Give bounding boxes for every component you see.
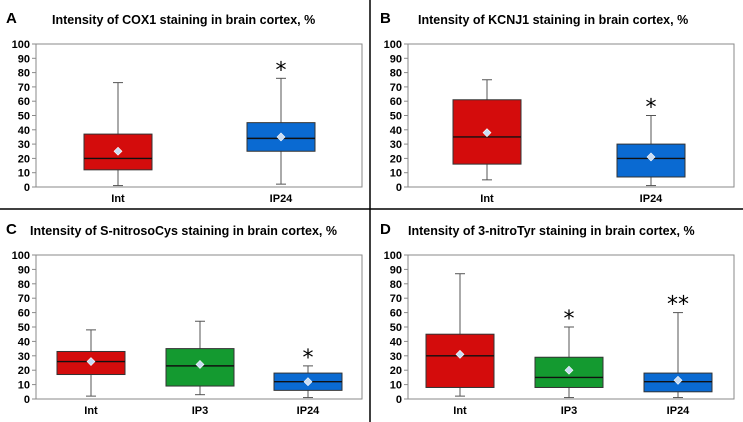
mean-marker: [195, 360, 205, 369]
significance-label: **: [667, 293, 689, 318]
y-tick-label: 80: [390, 279, 402, 291]
mean-marker: [673, 375, 683, 385]
y-tick-label: 80: [18, 279, 30, 291]
mean-marker: [276, 132, 286, 142]
panel-title: Intensity of S-nitrosoCys staining in br…: [30, 224, 337, 238]
y-tick-label: 20: [18, 153, 30, 165]
y-tick-label: 20: [390, 153, 402, 165]
panel-title: Intensity of 3-nitroTyr staining in brai…: [408, 224, 695, 238]
box-int: Int: [425, 273, 495, 417]
y-tick-label: 60: [390, 308, 402, 320]
box-ip3: IP3: [165, 320, 235, 417]
y-tick-label: 40: [18, 336, 30, 348]
y-tick-label: 10: [18, 168, 30, 180]
y-tick-label: 30: [18, 351, 30, 363]
y-tick-label: 40: [390, 125, 402, 137]
box-int: Int: [452, 79, 522, 205]
panels: A Intensity of COX1 staining in brain cor…: [6, 10, 735, 417]
panel-b: B Intensity of KCNJ1 staining in brain co…: [380, 10, 735, 205]
y-tick-label: 60: [18, 96, 30, 108]
significance-label: *: [646, 96, 657, 121]
panel-letter: C: [6, 221, 17, 238]
y-tick-label: 80: [390, 68, 402, 80]
x-category-label: Int: [84, 405, 98, 417]
x-category-label: IP24: [640, 193, 664, 205]
panel-letter: D: [380, 221, 391, 238]
mean-marker: [455, 349, 465, 359]
y-tick-label: 20: [18, 365, 30, 377]
y-tick-label: 70: [18, 293, 30, 305]
y-tick-label: 100: [384, 250, 402, 262]
y-tick-label: 10: [390, 380, 402, 392]
y-tick-label: 50: [18, 111, 30, 123]
mean-marker: [113, 146, 123, 156]
panel-letter: B: [380, 10, 391, 27]
y-tick-label: 0: [24, 394, 30, 406]
box-ip24: ** IP24: [643, 293, 713, 417]
y-tick-label: 100: [12, 250, 30, 262]
box-int: Int: [83, 82, 153, 205]
y-tick-label: 10: [18, 380, 30, 392]
y-tick-label: 70: [18, 82, 30, 94]
x-category-label: IP24: [297, 405, 321, 417]
y-tick-label: 100: [384, 39, 402, 51]
panel-c: C Intensity of S-nitrosoCys staining in b…: [6, 221, 363, 417]
y-tick-label: 0: [396, 394, 402, 406]
y-tick-label: 30: [390, 351, 402, 363]
box-ip24: * IP24: [246, 58, 316, 205]
panel-title: Intensity of KCNJ1 staining in brain cor…: [418, 13, 688, 27]
mean-marker: [482, 128, 492, 138]
box-int: Int: [56, 329, 126, 417]
y-tick-label: 50: [390, 111, 402, 123]
y-tick-label: 50: [18, 322, 30, 334]
mean-marker: [86, 357, 96, 366]
panel-letter: A: [6, 10, 17, 27]
significance-label: *: [276, 58, 287, 83]
x-category-label: Int: [453, 405, 467, 417]
mean-marker: [303, 377, 313, 387]
box-ip24: * IP24: [273, 346, 343, 417]
x-category-label: IP24: [270, 193, 294, 205]
x-category-label: Int: [480, 193, 494, 205]
y-tick-label: 20: [390, 365, 402, 377]
y-tick-label: 0: [396, 182, 402, 194]
y-tick-label: 90: [390, 53, 402, 65]
box-ip24: * IP24: [616, 96, 686, 205]
y-tick-label: 40: [18, 125, 30, 137]
y-tick-label: 90: [18, 53, 30, 65]
y-tick-label: 10: [390, 168, 402, 180]
mean-marker: [646, 152, 656, 162]
y-tick-label: 60: [18, 308, 30, 320]
significance-label: *: [564, 307, 575, 332]
y-tick-label: 90: [18, 264, 30, 276]
x-category-label: IP24: [667, 405, 691, 417]
y-tick-label: 80: [18, 68, 30, 80]
panel-a: A Intensity of COX1 staining in brain cor…: [6, 10, 363, 205]
mean-marker: [564, 365, 574, 375]
x-category-label: IP3: [192, 405, 209, 417]
y-tick-label: 50: [390, 322, 402, 334]
y-tick-label: 40: [390, 336, 402, 348]
box-ip3: * IP3: [534, 307, 604, 417]
y-tick-label: 0: [24, 182, 30, 194]
y-tick-label: 100: [12, 39, 30, 51]
y-tick-label: 30: [390, 139, 402, 151]
significance-label: *: [303, 346, 314, 371]
x-category-label: Int: [111, 193, 125, 205]
y-tick-label: 30: [18, 139, 30, 151]
iqr-box: [425, 333, 495, 388]
panel-d: D Intensity of 3-nitroTyr staining in bra…: [380, 221, 735, 417]
y-tick-label: 70: [390, 82, 402, 94]
y-tick-label: 60: [390, 96, 402, 108]
x-category-label: IP3: [561, 405, 578, 417]
y-tick-label: 90: [390, 264, 402, 276]
y-tick-label: 70: [390, 293, 402, 305]
panel-title: Intensity of COX1 staining in brain cort…: [52, 13, 315, 27]
